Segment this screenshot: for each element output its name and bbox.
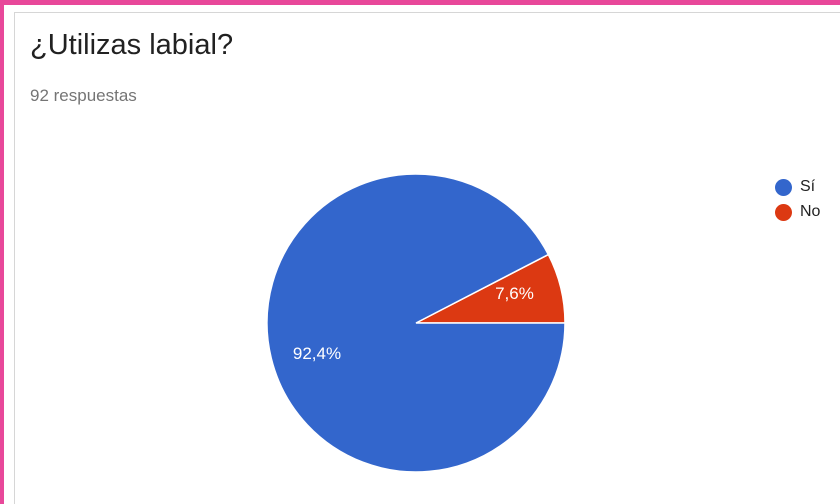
legend-label: No [800,203,821,220]
chart-legend: Sí No [775,176,820,226]
page-title: ¿Utilizas labial? [30,29,234,61]
response-count: 92 respuestas [30,86,137,105]
legend-swatch [775,203,792,221]
legend-item-no[interactable]: No [775,201,820,223]
slice-label-no: 7,6% [495,284,534,303]
pie-chart: 7,6% 92,4% [266,173,566,473]
legend-label: Sí [800,178,816,195]
pie-slice-si[interactable] [266,173,566,473]
legend-item-si[interactable]: Sí [775,176,820,198]
slice-label-si: 92,4% [293,344,341,363]
legend-swatch [775,178,792,196]
